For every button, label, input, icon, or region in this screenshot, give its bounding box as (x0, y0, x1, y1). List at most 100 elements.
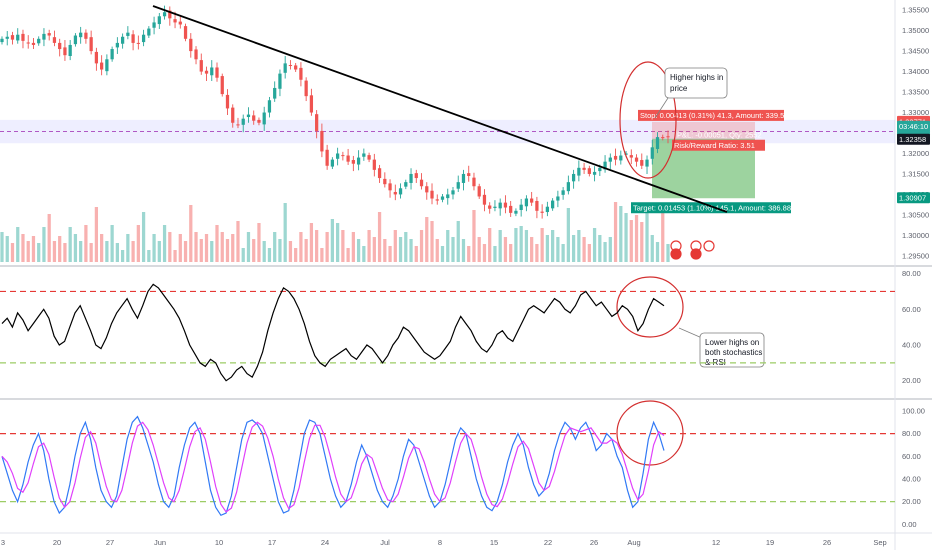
candle-body (603, 161, 607, 170)
volume-bar (68, 227, 72, 262)
volume-bar (661, 206, 665, 262)
candle-body (246, 114, 251, 118)
volume-bar (509, 244, 513, 262)
volume-bar (94, 207, 99, 262)
volume-bar (136, 225, 140, 262)
candle-body (451, 190, 455, 195)
candle-body (404, 182, 408, 187)
candle-body (514, 210, 518, 214)
target-label-box (631, 202, 791, 214)
osc-tick-label: 40.00 (902, 474, 921, 483)
time-tick-label: 3 (1, 538, 5, 547)
volume-bar (461, 239, 466, 262)
candle-body (372, 159, 376, 170)
volume-bar (173, 250, 177, 262)
volume-bar (262, 241, 266, 262)
candle-body (430, 190, 434, 199)
volume-bar (530, 237, 534, 262)
trend-line[interactable] (152, 5, 728, 213)
candle-body (136, 42, 140, 44)
candle-body (524, 198, 529, 207)
candle-body (356, 157, 361, 165)
volume-bar (519, 226, 523, 262)
candle-body (640, 160, 644, 166)
candle-body (194, 49, 198, 60)
volume-bar (362, 246, 366, 262)
callout-text-line: Lower highs on (705, 338, 759, 347)
volume-bar (246, 232, 251, 262)
time-tick-label: 17 (268, 538, 276, 547)
candle-body (582, 167, 586, 170)
volume-bar (367, 230, 371, 262)
candle-body (189, 38, 193, 52)
volume-bar (315, 230, 319, 262)
short-position-tool[interactable]: Stop: 0.00413 (0.31%) 41.3, Amount: 339.… (631, 109, 791, 214)
volume-bar (278, 239, 282, 262)
volume-bar (587, 244, 591, 262)
volume-bar (650, 235, 654, 262)
volume-bar (178, 234, 182, 262)
osc-tick-label: 40.00 (902, 341, 921, 350)
volume-bar (152, 234, 156, 262)
volume-bar (162, 225, 167, 262)
candle-body (398, 188, 403, 195)
ratio-label: Risk/Reward Ratio: 3.51 (674, 141, 755, 150)
volume-bar (189, 205, 193, 262)
volume-bar (10, 243, 15, 262)
stop-zone (652, 121, 755, 139)
candle-body (503, 202, 508, 208)
volume-bar (582, 237, 586, 262)
volume-bar (199, 239, 203, 262)
event-marker (690, 248, 702, 260)
ratio-label-box (672, 139, 765, 151)
volume-bar (304, 239, 308, 262)
volume-bar (556, 237, 560, 262)
candle-body (141, 34, 146, 43)
time-tick-label: 15 (490, 538, 498, 547)
axes: 1.35500 1.35000 1.34500 1.34000 1.33500 1.330… (1, 6, 930, 547)
descending-trend-line (152, 5, 728, 213)
candle-body (267, 100, 272, 113)
osc-signal-line (1, 421, 665, 513)
candle-body (571, 173, 576, 182)
candle-body (42, 33, 46, 40)
volume-bar (309, 223, 314, 262)
candle-body (498, 202, 502, 209)
time-tick-label: 10 (215, 538, 223, 547)
candle-body (592, 171, 597, 175)
event-marker (703, 240, 715, 252)
volume-bar (210, 241, 214, 262)
candle-body (461, 173, 466, 183)
price-tag-label: 1.32358 (899, 135, 926, 144)
time-tick-label: Jun (154, 538, 166, 547)
candle-body (26, 42, 30, 44)
volume-bar (257, 223, 261, 262)
volume-bar (388, 246, 392, 262)
price-tick-label: 1.35000 (902, 26, 929, 35)
time-tick-label: 24 (321, 538, 329, 547)
callout-text-line: Higher highs in (670, 73, 723, 82)
candle-body (645, 159, 649, 167)
volume-bar (472, 210, 476, 262)
candle-body (110, 49, 114, 60)
volume-bar (21, 234, 25, 262)
volume-bar (566, 208, 570, 262)
volume-bar (131, 241, 135, 262)
candle-body (467, 173, 471, 176)
candle-body (178, 21, 182, 25)
volume-bar (577, 230, 581, 262)
volume-bar (430, 221, 434, 262)
candle-body (619, 155, 623, 161)
target-label: Target: 0.01453 (1.10%) 145.1, Amount: 3… (633, 204, 791, 213)
volume-bar (325, 232, 329, 262)
candle-body (100, 62, 104, 70)
volume-bar (655, 242, 660, 262)
volume-bar (346, 248, 350, 262)
price-tick-label: 1.34500 (902, 47, 929, 56)
candle-body (73, 35, 78, 45)
candle-body (89, 37, 93, 52)
price-tick-label: 1.32000 (902, 149, 929, 158)
volume-bar (37, 243, 41, 262)
